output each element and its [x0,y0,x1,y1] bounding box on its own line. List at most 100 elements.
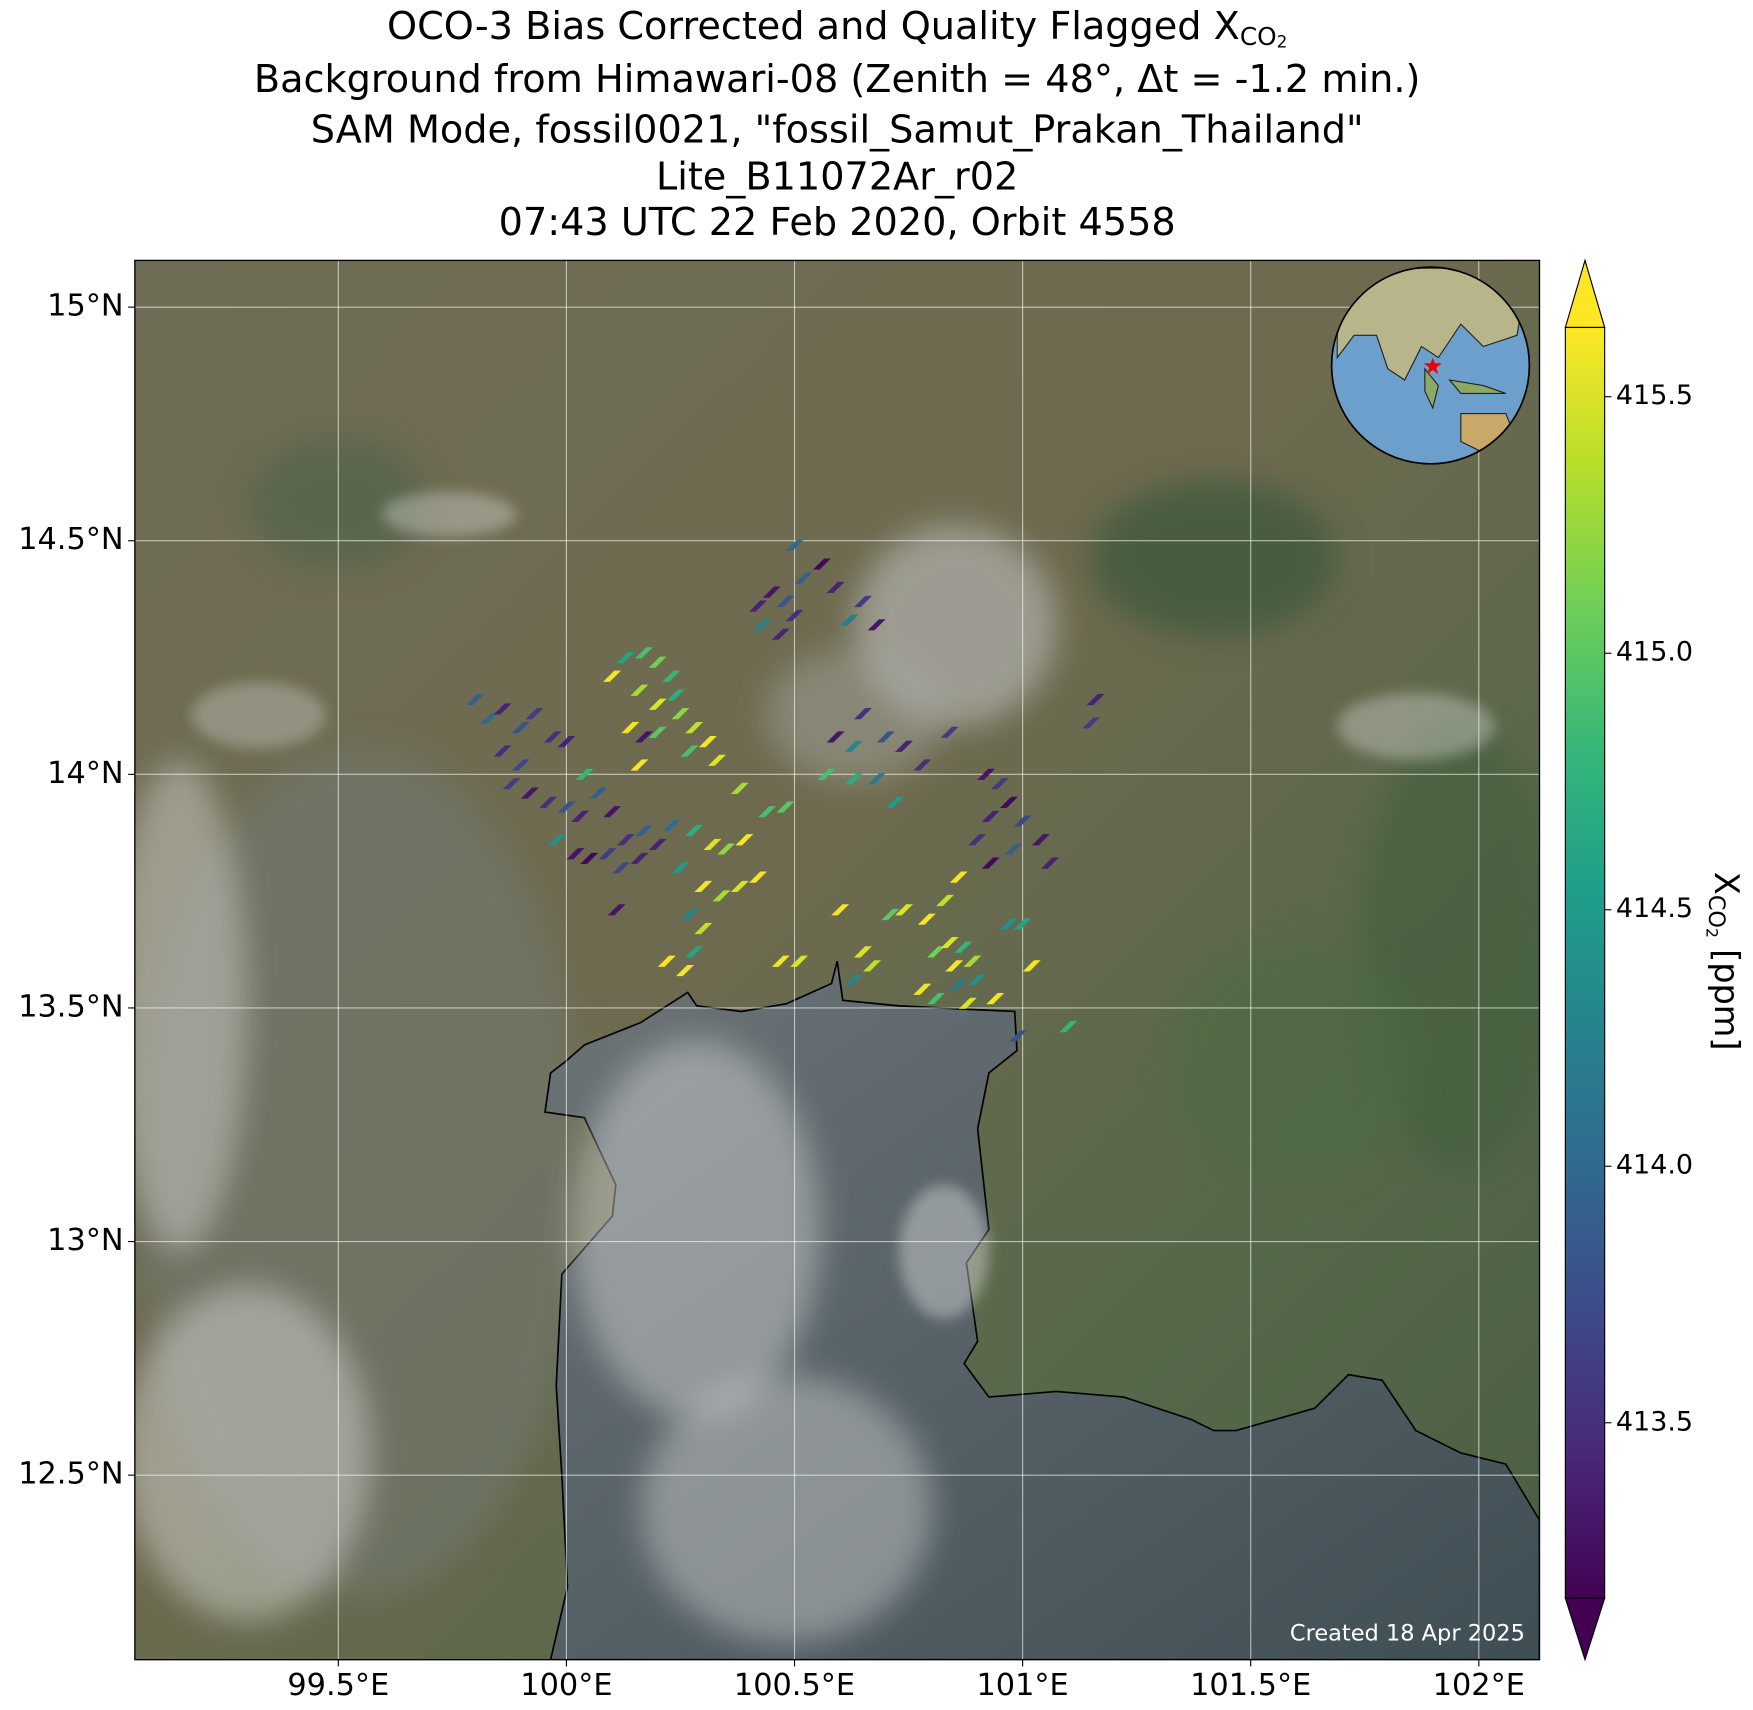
annotation: Created 18 Apr 2025 [1290,1621,1525,1647]
colorbar-tick-label: 413.5 [1616,1406,1693,1437]
y-tick-label: 13.5°N [18,989,123,1024]
x-tick-label: 101.5°E [1190,1668,1311,1703]
cloud [134,1285,371,1621]
sounding [571,810,590,822]
sounding [525,708,544,720]
sounding [580,852,599,865]
globe-land [1424,367,1439,410]
sounding [1031,834,1050,846]
sounding [968,834,986,846]
colorbar-tick-label: 414.0 [1616,1150,1693,1181]
sounding [881,908,900,921]
sounding [511,759,530,771]
colorbar-tick-label: 415.5 [1616,380,1693,411]
sounding [717,843,736,855]
sounding [867,773,886,785]
sounding [831,904,850,916]
sounding [621,722,640,734]
title-line: Background from Himawari-08 (Zenith = 48… [254,57,1420,101]
sounding [1040,857,1059,869]
sounding [575,768,594,780]
sounding [648,698,667,710]
sounding [566,848,585,860]
title-line: SAM Mode, fossil0021, "fossil_Samut_Prak… [311,107,1364,151]
sounding [776,595,795,608]
title-line: Lite_B11072Ar_r02 [656,154,1018,198]
sounding [986,993,1005,1005]
sounding [685,824,704,836]
sounding [771,628,790,640]
colorbar-label-subscript: CO [1703,895,1729,928]
sounding [790,955,809,967]
sounding [762,586,781,598]
sounding [753,619,772,631]
cloud [573,1039,821,1420]
grid [134,260,1540,1660]
x-tick-label: 100.5°E [734,1668,855,1703]
sounding [990,778,1009,790]
sounding [1059,1021,1078,1033]
sounding [1086,694,1105,706]
sounding [776,801,795,813]
sounding [1009,1030,1028,1042]
forest [247,435,428,570]
sounding [958,997,977,1009]
sounding [466,694,485,706]
sounding [817,768,836,780]
sounding [511,722,530,734]
sounding [630,852,649,865]
sounding [785,539,804,551]
site-marker [1423,357,1442,375]
cloud [898,1184,989,1319]
sounding [867,619,886,631]
colorbar-tick-label: 414.5 [1616,893,1693,924]
sounding [539,796,558,808]
sounding [603,670,622,682]
cloud [640,1374,933,1643]
sounding [634,824,653,836]
sounding [826,731,845,743]
sounding [749,871,768,883]
x-tick-label: 99.5°E [287,1668,389,1703]
title-subscript: CO [1240,22,1277,51]
sounding [844,773,863,785]
sounding [694,922,713,935]
colorbar-extend-min [1564,1597,1606,1662]
title-line: 07:43 UTC 22 Feb 2020, Orbit 4558 [499,200,1176,244]
globe-outline [1330,266,1531,465]
sounding [1004,843,1023,855]
colorbar-bar [1564,326,1606,1599]
colorbar-label-main: X [1707,872,1746,895]
sounding [758,806,777,818]
sounding [694,880,713,893]
cloud [191,681,326,749]
sounding [557,801,576,813]
sounding [676,964,695,977]
sounding [520,787,539,799]
map-frame [134,259,1541,1661]
sounding [936,894,955,907]
colorbar-extend-max [1564,258,1606,329]
sounding [671,862,690,874]
sounding [840,614,859,626]
sounding [785,609,804,622]
sounding [648,838,667,851]
map-background [134,260,1540,1660]
colorbar-label: XCO2 [ppm] [1703,872,1747,1051]
sounding [630,684,649,696]
sounding [666,689,685,701]
cloud [134,760,248,1252]
sounding [954,941,973,953]
globe-land [1448,379,1506,394]
sounding [616,651,635,664]
sounding [913,983,932,995]
sounding [949,978,968,991]
sounding [616,834,635,846]
sounding [794,572,813,584]
sounding [557,736,576,748]
y-tick-label: 14°N [47,756,123,791]
sounding [917,913,936,925]
x-tick-label: 100°E [520,1668,612,1703]
sounding [662,820,681,832]
